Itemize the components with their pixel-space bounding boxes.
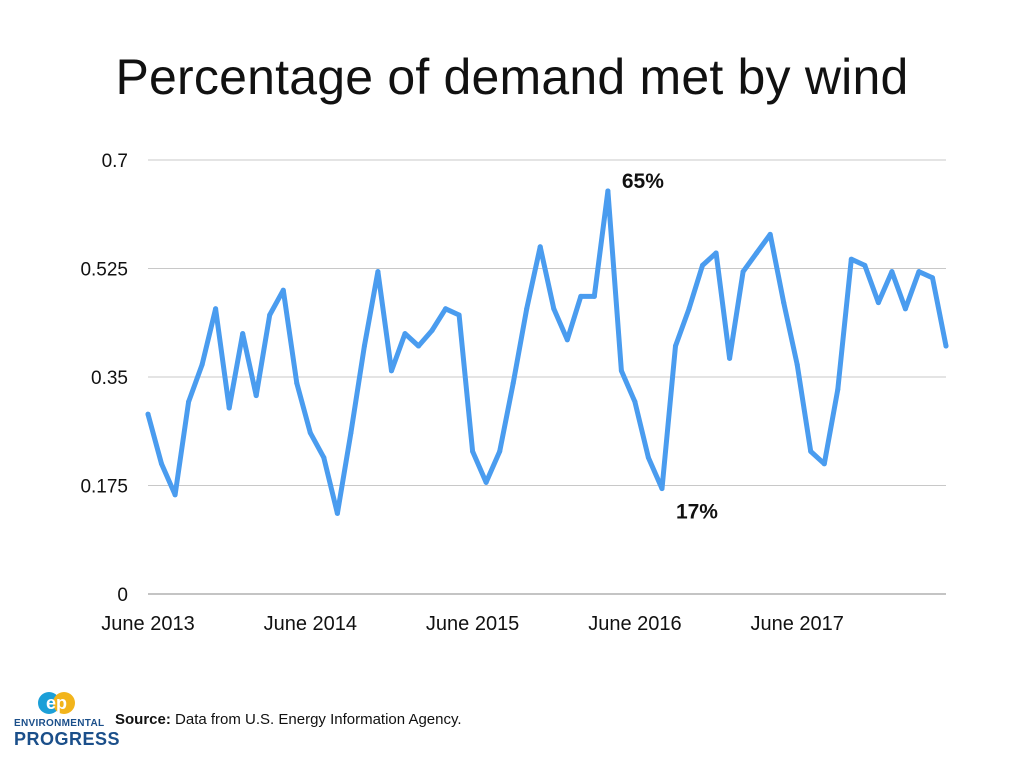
source-text: Data from U.S. Energy Information Agency… bbox=[170, 711, 462, 728]
data-point bbox=[848, 256, 854, 262]
data-point bbox=[240, 331, 246, 337]
source-label: Source: bbox=[115, 711, 171, 728]
series-line bbox=[145, 188, 949, 516]
chart-title: Percentage of demand met by wind bbox=[115, 49, 909, 105]
logo-text-progress: PROGRESS bbox=[14, 729, 121, 749]
source-note: Source: Data from U.S. Energy Informatio… bbox=[115, 711, 462, 728]
data-point bbox=[226, 405, 232, 411]
data-point bbox=[213, 306, 219, 312]
data-point bbox=[307, 430, 313, 436]
data-point bbox=[334, 510, 340, 516]
environmental-progress-logo: ep ENVIRONMENTAL PROGRESS bbox=[14, 690, 121, 750]
x-tick-label: June 2013 bbox=[101, 613, 194, 635]
data-point bbox=[321, 455, 327, 461]
data-point bbox=[280, 287, 286, 293]
data-label: 65% bbox=[622, 170, 664, 193]
data-point bbox=[781, 300, 787, 306]
data-point bbox=[375, 269, 381, 275]
gridlines bbox=[148, 159, 946, 595]
data-point bbox=[659, 486, 665, 492]
ep-logo-icon: ep bbox=[38, 692, 75, 714]
data-point bbox=[740, 269, 746, 275]
series-group bbox=[145, 188, 949, 516]
data-point bbox=[645, 455, 651, 461]
data-point bbox=[875, 300, 881, 306]
y-tick-label: 0.7 bbox=[102, 151, 128, 172]
data-point bbox=[470, 448, 476, 454]
x-axis-ticks: June 2013 June 2014 June 2015 June 2016 June… bbox=[101, 613, 844, 635]
data-point bbox=[172, 492, 178, 498]
data-point bbox=[902, 306, 908, 312]
y-tick-label: 0 bbox=[117, 585, 128, 606]
data-point bbox=[159, 461, 165, 467]
x-tick-label: June 2016 bbox=[588, 613, 681, 635]
data-point bbox=[429, 328, 435, 333]
x-tick-label: June 2017 bbox=[751, 613, 844, 635]
data-point bbox=[578, 293, 584, 299]
svg-text:ep: ep bbox=[46, 693, 67, 713]
data-point bbox=[537, 244, 543, 250]
data-point bbox=[929, 275, 935, 281]
data-point bbox=[253, 393, 259, 399]
data-point bbox=[443, 306, 449, 312]
data-point bbox=[700, 262, 706, 268]
data-point bbox=[497, 448, 503, 454]
data-point bbox=[686, 306, 692, 312]
data-point bbox=[889, 269, 895, 275]
logo-text-environmental: ENVIRONMENTAL bbox=[14, 718, 105, 729]
data-point bbox=[591, 293, 597, 299]
data-point bbox=[348, 430, 354, 436]
data-point bbox=[388, 368, 394, 374]
y-tick-label: 0.35 bbox=[91, 368, 128, 389]
data-point bbox=[456, 312, 462, 318]
data-point bbox=[632, 399, 638, 405]
data-point bbox=[916, 269, 922, 275]
data-point bbox=[186, 399, 192, 405]
data-point bbox=[943, 343, 949, 349]
data-point bbox=[835, 386, 841, 392]
x-tick-label: June 2014 bbox=[264, 613, 357, 635]
data-point bbox=[551, 306, 557, 312]
data-point bbox=[618, 368, 624, 374]
data-point bbox=[727, 355, 733, 361]
annotations: 65% 17% bbox=[622, 170, 718, 524]
y-tick-label: 0.175 bbox=[80, 477, 128, 498]
data-point bbox=[267, 312, 273, 318]
data-point bbox=[821, 461, 827, 467]
y-tick-label: 0.525 bbox=[80, 260, 128, 281]
data-point bbox=[483, 479, 489, 485]
x-tick-label: June 2015 bbox=[426, 613, 519, 635]
data-label: 17% bbox=[676, 501, 718, 524]
data-point bbox=[510, 380, 516, 386]
data-point bbox=[862, 262, 868, 268]
data-point bbox=[564, 337, 570, 343]
data-point bbox=[294, 380, 300, 386]
data-point bbox=[672, 343, 678, 349]
data-point bbox=[361, 343, 367, 349]
data-point bbox=[808, 448, 814, 454]
data-point bbox=[416, 343, 422, 349]
data-point bbox=[754, 250, 760, 256]
data-point bbox=[145, 411, 151, 417]
y-axis-ticks: 0 0.175 0.35 0.525 0.7 bbox=[80, 151, 128, 606]
data-point bbox=[199, 362, 205, 368]
data-point bbox=[767, 231, 773, 237]
data-point bbox=[794, 362, 800, 368]
data-point bbox=[402, 331, 408, 337]
data-point bbox=[524, 306, 530, 312]
data-point bbox=[605, 188, 611, 194]
data-point bbox=[713, 250, 719, 256]
